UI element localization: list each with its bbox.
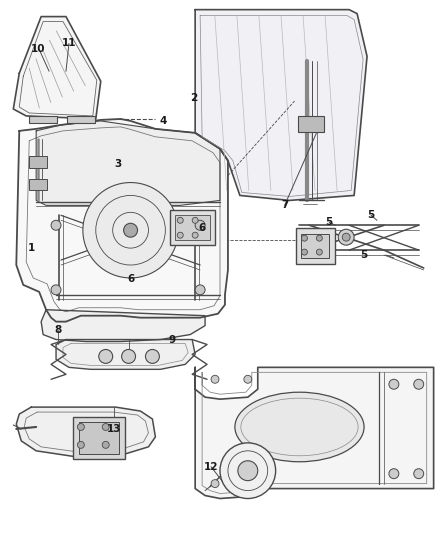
Circle shape — [195, 220, 205, 230]
Bar — [298, 116, 324, 132]
Circle shape — [414, 469, 424, 479]
Circle shape — [145, 350, 159, 364]
Polygon shape — [195, 10, 367, 200]
Text: 11: 11 — [62, 38, 76, 49]
Bar — [79, 422, 119, 454]
Circle shape — [316, 249, 322, 255]
Circle shape — [83, 182, 178, 278]
Text: 6: 6 — [198, 223, 206, 233]
Polygon shape — [16, 119, 228, 321]
Polygon shape — [16, 407, 155, 457]
Circle shape — [195, 285, 205, 295]
Circle shape — [99, 350, 113, 364]
Circle shape — [51, 220, 61, 230]
Polygon shape — [195, 367, 434, 498]
Text: 4: 4 — [160, 116, 167, 126]
Circle shape — [316, 235, 322, 241]
Bar — [29, 116, 57, 123]
Text: 1: 1 — [28, 243, 35, 253]
Polygon shape — [13, 17, 101, 119]
Circle shape — [301, 235, 307, 241]
Circle shape — [177, 217, 183, 223]
Text: 7: 7 — [281, 200, 288, 211]
Bar — [73, 417, 124, 459]
Circle shape — [122, 350, 135, 364]
Bar — [175, 215, 210, 240]
Text: 9: 9 — [169, 335, 176, 344]
Text: 5: 5 — [367, 211, 374, 220]
Text: 6: 6 — [127, 274, 134, 284]
Text: 10: 10 — [31, 44, 46, 54]
Circle shape — [102, 441, 109, 448]
Polygon shape — [36, 121, 220, 205]
Text: 5: 5 — [326, 217, 333, 227]
Bar — [29, 156, 47, 168]
Circle shape — [389, 469, 399, 479]
Polygon shape — [56, 340, 195, 369]
Bar — [170, 211, 215, 245]
Text: 2: 2 — [191, 93, 198, 103]
Circle shape — [192, 232, 198, 238]
Bar — [67, 116, 95, 123]
Circle shape — [414, 379, 424, 389]
Circle shape — [244, 375, 252, 383]
Ellipse shape — [235, 392, 364, 462]
Circle shape — [220, 443, 276, 498]
Text: 8: 8 — [54, 325, 62, 335]
Text: 12: 12 — [204, 462, 218, 472]
Text: 13: 13 — [106, 424, 121, 434]
Circle shape — [78, 441, 85, 448]
Circle shape — [177, 232, 183, 238]
Bar — [301, 234, 329, 258]
Circle shape — [338, 229, 354, 245]
Circle shape — [78, 424, 85, 431]
Circle shape — [51, 285, 61, 295]
Circle shape — [211, 480, 219, 488]
Text: 3: 3 — [114, 159, 121, 168]
Circle shape — [102, 424, 109, 431]
Bar — [29, 179, 47, 190]
Circle shape — [124, 223, 138, 237]
Polygon shape — [41, 310, 205, 342]
Text: 5: 5 — [360, 250, 367, 260]
Circle shape — [244, 480, 252, 488]
Circle shape — [301, 249, 307, 255]
Circle shape — [192, 217, 198, 223]
Circle shape — [342, 233, 350, 241]
Circle shape — [238, 461, 258, 481]
Circle shape — [389, 379, 399, 389]
Bar — [296, 228, 335, 264]
Circle shape — [211, 375, 219, 383]
